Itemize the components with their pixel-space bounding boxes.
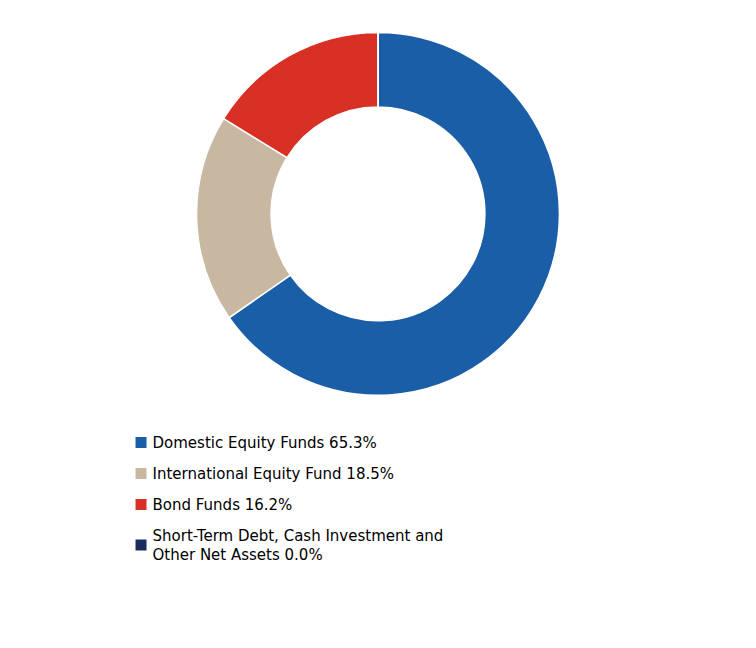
- svg-text:Short-Term Debt, Cash Investme: Short-Term Debt, Cash Investment and: [153, 527, 444, 545]
- svg-text:Domestic Equity Funds 65.3%: Domestic Equity Funds 65.3%: [153, 434, 377, 452]
- svg-text:Bond Funds 16.2%: Bond Funds 16.2%: [153, 496, 293, 514]
- svg-text:International Equity Fund 18.5: International Equity Fund 18.5%: [153, 465, 394, 483]
- svg-text:Other Net Assets 0.0%: Other Net Assets 0.0%: [153, 546, 323, 564]
